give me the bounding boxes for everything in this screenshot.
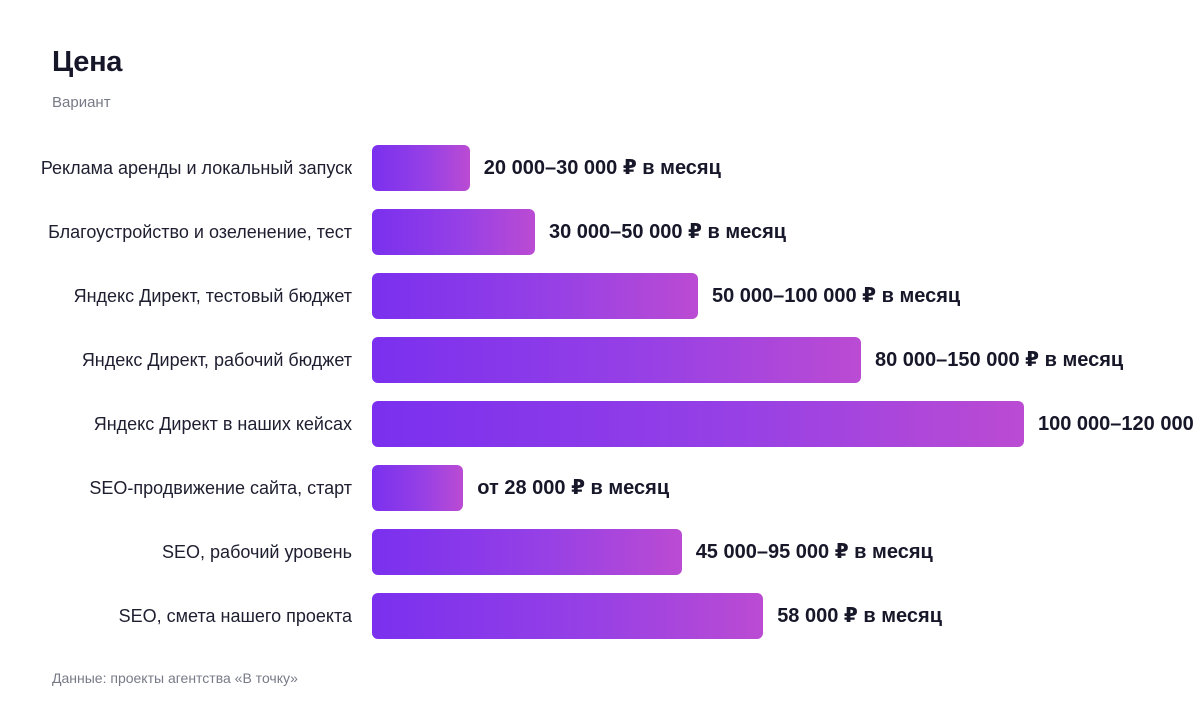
category-label: Реклама аренды и локальный запуск [40, 158, 352, 178]
bar [372, 529, 682, 575]
value-label: 50 000–100 000 ₽ в месяц [712, 285, 961, 307]
category-label: SEO-продвижение сайта, старт [89, 478, 352, 498]
chart-title: Цена [52, 46, 123, 78]
bar [372, 209, 535, 255]
value-label: 58 000 ₽ в месяц [777, 605, 942, 627]
bar [372, 401, 1024, 447]
bar [372, 145, 470, 191]
value-label: от 28 000 ₽ в месяц [477, 477, 670, 499]
bar-row: SEO-продвижение сайта, старт от 28 000 ₽ … [0, 465, 1200, 511]
category-label: Яндекс Директ, тестовый бюджет [73, 286, 352, 306]
chart-subtitle: Вариант [52, 94, 111, 111]
bar-row: SEO, рабочий уровень 45 000–95 000 ₽ в ме… [0, 529, 1200, 575]
bar-row: SEO, смета нашего проекта 58 000 ₽ в меся… [0, 593, 1200, 639]
bar [372, 593, 764, 639]
value-label: 45 000–95 000 ₽ в месяц [695, 541, 933, 563]
bar-row: Реклама аренды и локальный запуск 20 000–… [0, 145, 1200, 191]
category-label: Яндекс Директ в наших кейсах [93, 414, 352, 434]
bar-row: Яндекс Директ, рабочий бюджет 80 000–150 … [0, 337, 1200, 383]
value-label: 80 000–150 000 ₽ в месяц [875, 349, 1124, 371]
category-label: SEO, рабочий уровень [162, 542, 352, 562]
bar-row: Яндекс Директ, тестовый бюджет 50 000–100… [0, 273, 1200, 319]
value-label: 20 000–30 000 ₽ в месяц [483, 157, 721, 179]
value-label: 100 000–120 000 [1038, 413, 1194, 435]
category-label: Благоустройство и озеленение, тест [48, 222, 352, 242]
bar [372, 465, 464, 511]
bar [372, 273, 698, 319]
value-label: 30 000–50 000 ₽ в месяц [549, 221, 787, 243]
category-label: Яндекс Директ, рабочий бюджет [81, 350, 352, 370]
bar [372, 337, 861, 383]
bar-row: Яндекс Директ в наших кейсах 100 000–120 … [0, 401, 1200, 447]
bar-row: Благоустройство и озеленение, тест 30 000… [0, 209, 1200, 255]
source-note: Данные: проекты агентства «В точку» [52, 670, 298, 686]
category-label: SEO, смета нашего проекта [118, 606, 352, 626]
